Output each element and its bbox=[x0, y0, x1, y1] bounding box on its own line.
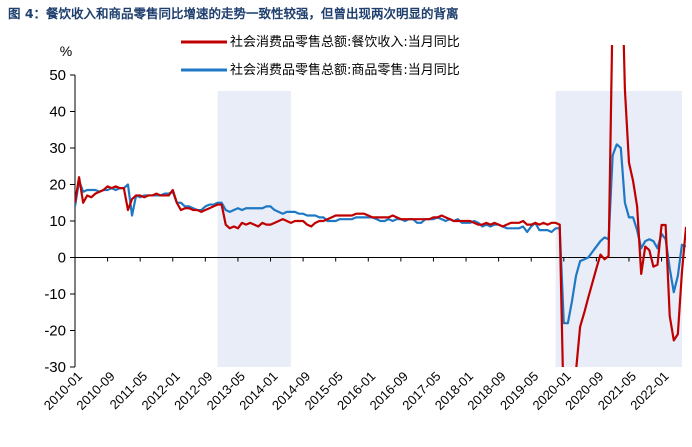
unit-label: % bbox=[60, 43, 72, 59]
y-tick-label: 0 bbox=[58, 250, 66, 267]
y-tick-label: 30 bbox=[49, 140, 66, 157]
legend-label-1: 社会消费品零售总额:餐饮收入:当月同比 bbox=[230, 34, 460, 50]
legend-label-2: 社会消费品零售总额:商品零售:当月同比 bbox=[230, 62, 460, 78]
chart-series bbox=[75, 45, 686, 367]
shaded-periods bbox=[217, 91, 682, 367]
series-line-1 bbox=[75, 45, 686, 367]
shaded-period-1 bbox=[217, 91, 291, 367]
y-tick-label: 10 bbox=[49, 213, 66, 230]
y-tick-label: -30 bbox=[44, 359, 66, 376]
y-tick-label: -10 bbox=[44, 286, 66, 303]
y-tick-label: -20 bbox=[44, 323, 66, 340]
y-tick-label: 40 bbox=[49, 104, 66, 121]
figure-title: 图 4：餐饮收入和商品零售同比增速的走势一致性较强，但曾出现两次明显的背离 bbox=[8, 6, 459, 21]
shaded-period-2 bbox=[555, 91, 682, 367]
y-tick-label: 50 bbox=[49, 67, 66, 84]
y-tick-label: 20 bbox=[49, 177, 66, 194]
